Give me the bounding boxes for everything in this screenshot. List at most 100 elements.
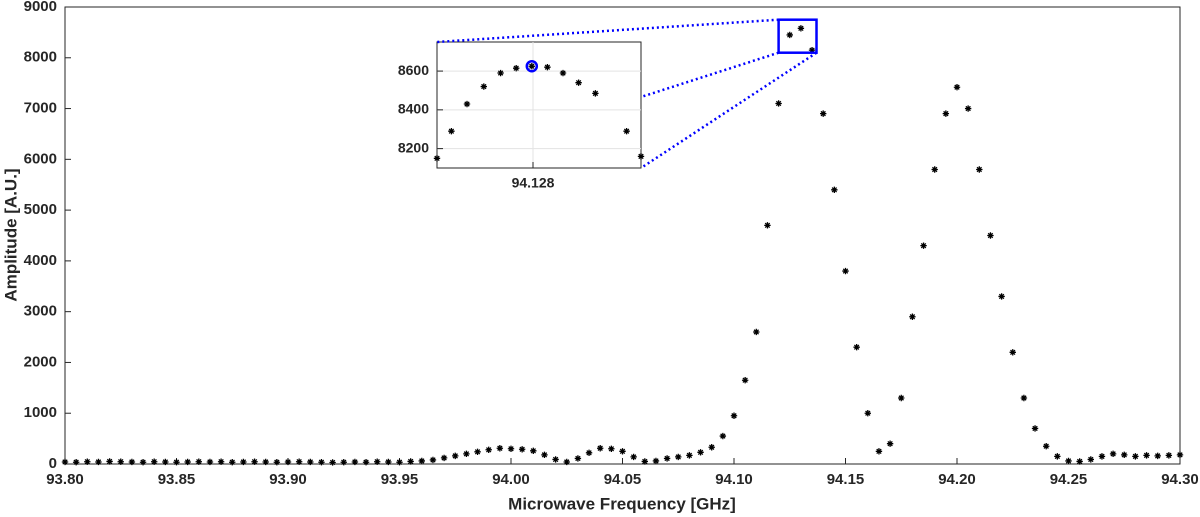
data-point bbox=[585, 449, 593, 457]
data-point bbox=[440, 454, 448, 462]
x-tick-label: 94.10 bbox=[715, 471, 753, 488]
data-point bbox=[374, 458, 381, 465]
data-point bbox=[797, 25, 805, 32]
data-point bbox=[307, 458, 314, 466]
data-point bbox=[1031, 425, 1039, 432]
data-point bbox=[195, 458, 202, 465]
data-point bbox=[1009, 349, 1016, 356]
data-point bbox=[507, 445, 515, 452]
data-point bbox=[652, 457, 660, 465]
data-point bbox=[485, 446, 492, 453]
data-point bbox=[240, 458, 247, 466]
data-point bbox=[474, 448, 481, 456]
data-point bbox=[273, 459, 281, 466]
data-point bbox=[518, 446, 526, 453]
data-point bbox=[530, 447, 537, 454]
y-tick-label: 8400 bbox=[398, 101, 429, 117]
data-point bbox=[1087, 456, 1094, 463]
x-tick-label: 94.128 bbox=[512, 175, 555, 191]
data-point bbox=[217, 458, 225, 465]
x-tick-label: 93.85 bbox=[158, 471, 196, 488]
data-point bbox=[117, 458, 124, 465]
y-tick-label: 9000 bbox=[24, 0, 57, 15]
data-point bbox=[184, 458, 191, 466]
data-point bbox=[496, 445, 504, 452]
data-point bbox=[853, 344, 860, 351]
data-point bbox=[753, 328, 760, 336]
data-point bbox=[886, 440, 894, 447]
data-point bbox=[396, 459, 403, 466]
data-point bbox=[708, 444, 715, 451]
data-point bbox=[875, 448, 883, 455]
data-point bbox=[898, 394, 905, 402]
data-point bbox=[574, 455, 582, 462]
data-point bbox=[151, 458, 158, 465]
x-tick-label: 94.25 bbox=[1050, 471, 1088, 488]
data-point bbox=[641, 458, 648, 465]
x-tick-label: 93.80 bbox=[46, 471, 84, 488]
data-point bbox=[719, 432, 727, 440]
data-point bbox=[262, 458, 269, 466]
y-tick-label: 8600 bbox=[398, 62, 429, 78]
data-point bbox=[552, 456, 559, 463]
zoom-connector bbox=[436, 18, 779, 44]
data-point bbox=[1020, 394, 1028, 402]
data-point bbox=[329, 459, 336, 466]
x-tick-label: 93.90 bbox=[269, 471, 307, 488]
data-point bbox=[675, 453, 682, 461]
data-point bbox=[942, 110, 950, 117]
data-point bbox=[340, 459, 347, 466]
y-tick-label: 5000 bbox=[24, 201, 57, 218]
data-point bbox=[407, 458, 414, 465]
data-point bbox=[1054, 453, 1061, 460]
data-point bbox=[697, 449, 704, 456]
y-axis-label: Amplitude [A.U.] bbox=[1, 168, 20, 301]
data-point bbox=[513, 64, 520, 72]
data-point bbox=[575, 79, 582, 86]
data-point bbox=[1143, 452, 1150, 459]
data-point bbox=[206, 458, 214, 466]
data-point bbox=[284, 458, 292, 466]
data-point bbox=[497, 69, 504, 77]
data-point bbox=[84, 458, 91, 465]
data-point bbox=[559, 69, 567, 77]
y-tick-label: 7000 bbox=[24, 100, 57, 117]
data-point bbox=[637, 153, 645, 160]
data-point bbox=[1154, 452, 1161, 460]
data-point bbox=[998, 293, 1005, 300]
data-point bbox=[72, 459, 80, 466]
data-point bbox=[229, 459, 236, 466]
data-point bbox=[1043, 443, 1050, 450]
data-point bbox=[663, 455, 671, 462]
y-tick-label: 8000 bbox=[24, 49, 57, 66]
data-point bbox=[976, 166, 983, 173]
y-tick-label: 2000 bbox=[24, 353, 57, 370]
highlight-marker bbox=[525, 59, 539, 73]
data-point bbox=[429, 456, 437, 464]
data-point bbox=[351, 458, 359, 466]
data-point bbox=[1065, 457, 1072, 465]
data-point bbox=[418, 457, 425, 465]
data-point bbox=[541, 451, 548, 459]
data-point bbox=[808, 46, 816, 54]
y-tick-label: 3000 bbox=[24, 303, 57, 320]
data-point bbox=[61, 458, 69, 466]
data-point bbox=[619, 448, 626, 455]
data-point bbox=[1132, 453, 1139, 460]
data-point bbox=[448, 127, 455, 135]
data-point bbox=[162, 458, 169, 466]
data-point bbox=[964, 105, 972, 112]
data-point bbox=[686, 452, 693, 459]
data-point bbox=[741, 377, 749, 384]
data-point bbox=[1121, 451, 1128, 459]
data-point bbox=[128, 458, 136, 466]
data-point bbox=[173, 459, 180, 466]
data-point bbox=[139, 459, 147, 466]
data-point bbox=[433, 155, 441, 162]
data-point bbox=[463, 100, 471, 108]
data-point bbox=[630, 453, 637, 461]
data-point bbox=[931, 166, 938, 173]
data-point bbox=[295, 458, 303, 465]
x-tick-label: 94.20 bbox=[938, 471, 976, 488]
x-axis-label: Microwave Frequency [GHz] bbox=[508, 494, 736, 513]
